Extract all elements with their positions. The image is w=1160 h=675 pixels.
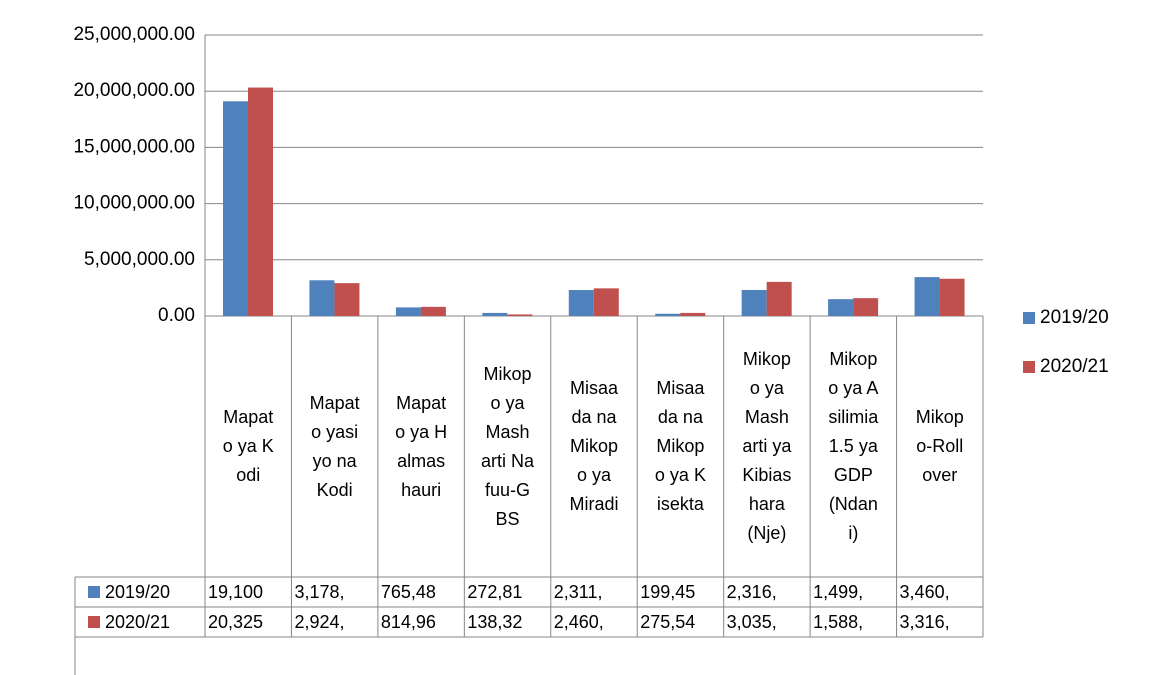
table-value-text: 814,96 [380,612,436,632]
table-series-name-text: 2019/20 [105,582,171,602]
x-tick-label: Misaada na Mikopo ya Miradi [551,316,637,577]
y-tick-label: 5,000,000.00 [84,249,195,270]
x-tick-label-text: Mikopo ya Masharti ya Kibiashara (Nje) [742,349,792,543]
bar [223,101,248,316]
y-tick-label: 0.00 [158,305,195,326]
x-tick-label: Mikopo ya Masharti ya Kibiashara (Nje) [724,316,810,577]
table-value-text: 3,460, [899,582,950,602]
x-tick-label: Mapato ya Kodi [205,316,291,577]
table-value: 20,325 [205,607,291,637]
bar [334,283,360,316]
table-value: 19,100 [205,577,291,607]
bar [741,289,767,316]
table-value-text: 275,54 [640,612,696,632]
bar [395,307,421,316]
x-tick-label-text: Mikopo-Rollover [915,407,964,485]
x-tick-label-text: Mikopo ya Masharti Nafuu-GBS [481,363,535,529]
table-value-text: 3,035, [726,612,777,632]
x-tick-label: Mikopo-Rollover [897,316,983,577]
table-value-text: 138,32 [467,612,523,632]
table-value: 2,316, [724,577,810,607]
table-value: 1,499, [810,577,896,607]
table-series-name: 2020/21 [102,607,205,637]
table-value-text: 3,316, [899,612,950,632]
x-tick-label: Misaada na Mikopo ya Kisekta [637,316,723,577]
y-tick-label: 20,000,000.00 [73,80,195,101]
bar [568,290,594,316]
bar [680,312,706,316]
legend-key [1023,361,1035,373]
table-value: 138,32 [464,607,550,637]
bar [420,306,446,316]
x-tick-label-text: Mapato ya Kodi [222,407,274,485]
y-tick-label: 25,000,000.00 [73,24,195,45]
table-legend-key [88,586,100,598]
table-series-name: 2019/20 [102,577,205,607]
table-value: 3,316, [897,607,983,637]
x-tick-label-text: Misaada na Mikopo ya Miradi [569,378,619,514]
bar [828,299,854,316]
table-value-text: 2,311, [553,582,603,602]
x-tick-label: Mapato yasiyo na Kodi [291,316,377,577]
table-value: 2,311, [551,577,637,607]
table-value: 814,96 [378,607,464,637]
table-value-text: 199,45 [640,582,696,602]
legend-label: 2020/21 [1040,356,1109,377]
table-value: 3,460, [897,577,983,607]
table-value: 2,460, [551,607,637,637]
table-value: 275,54 [637,607,723,637]
x-tick-label-text: Mikopo ya Asilimia 1.5 ya GDP (Ndani) [828,349,879,543]
bar [655,313,681,316]
bar [766,281,792,316]
legend-key [1023,312,1035,324]
y-tick-label: 10,000,000.00 [73,193,195,214]
table-value-text: 2,460, [553,612,604,632]
x-tick-label-text: Mapato yasiyo na Kodi [309,392,360,500]
bar [593,288,619,316]
table-value-text: 1,588, [813,612,864,632]
table-value-text: 765,48 [380,582,436,602]
legend-label: 2019/20 [1040,307,1109,328]
table-value-text: 20,325 [208,612,264,632]
x-tick-label: Mikopo ya Asilimia 1.5 ya GDP (Ndani) [810,316,896,577]
table-value-text: 272,81 [467,582,523,602]
table-value-text: 1,499, [813,582,864,602]
bar [482,312,508,316]
table-value: 3,035, [724,607,810,637]
bar [507,314,533,316]
table-value: 199,45 [637,577,723,607]
bar [914,277,940,316]
table-value-text: 3,178, [294,582,345,602]
bar [939,278,965,316]
table-series-name-text: 2020/21 [105,612,171,632]
x-tick-label-text: Mapato ya Halmashauri [395,392,448,500]
table-value-text: 2,316, [726,582,777,602]
table-legend-key [88,616,100,628]
x-tick-label-text: Misaada na Mikopo ya Kisekta [654,378,706,514]
table-value: 3,178, [291,577,377,607]
bar [853,298,879,316]
x-tick-label: Mikopo ya Masharti Nafuu-GBS [464,316,550,577]
table-value: 272,81 [464,577,550,607]
y-tick-label: 15,000,000.00 [73,136,195,157]
table-value: 2,924, [291,607,377,637]
x-tick-label: Mapato ya Halmashauri [378,316,464,577]
table-value: 1,588, [810,607,896,637]
table-value: 765,48 [378,577,464,607]
bar [248,87,273,316]
table-value-text: 19,100 [208,582,264,602]
table-value-text: 2,924, [294,612,345,632]
bar [309,280,335,316]
